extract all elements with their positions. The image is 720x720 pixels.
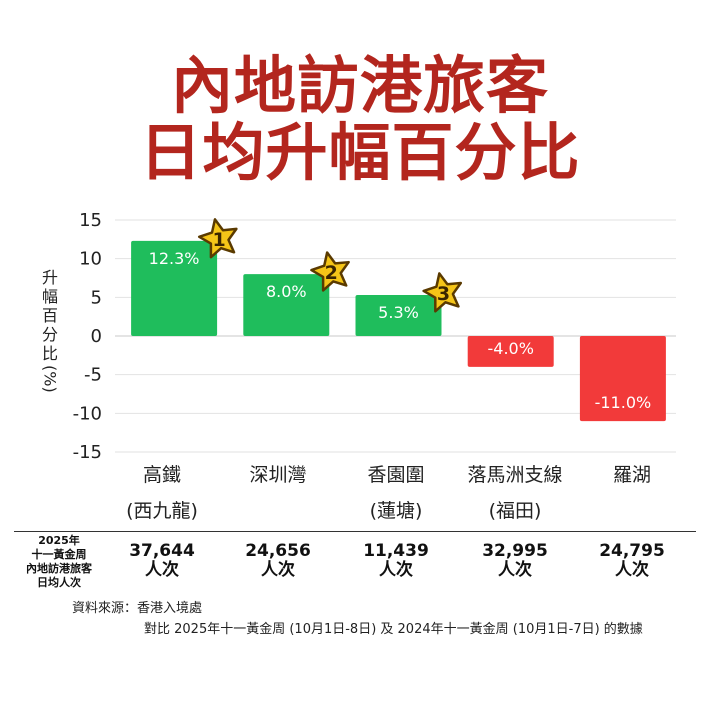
rank-number: 1: [212, 229, 225, 251]
y-axis-label: 升 幅 百 分 比 (%): [38, 268, 62, 393]
source-note: 資料來源：香港入境處 對比 2025年十一黃金周 (10月1日-8日) 及 20…: [72, 598, 643, 640]
count-value: 11,439: [363, 541, 429, 561]
comparison-note: 對比 2025年十一黃金周 (10月1日-8日) 及 2024年十一黃金周 (1…: [144, 622, 643, 637]
rank-number: 3: [437, 283, 450, 305]
count-unit: 人次: [379, 560, 413, 580]
category-name: 高鐵: [142, 464, 181, 486]
bar: [579, 336, 666, 422]
count-unit: 人次: [615, 560, 649, 580]
category-subname: (蓮塘): [369, 500, 423, 522]
count-unit: 人次: [261, 560, 295, 580]
bar: [467, 336, 554, 367]
row-label-line: 十一黃金周: [31, 548, 87, 561]
count-value: 32,995: [482, 541, 548, 561]
y-tick-label: 10: [79, 249, 102, 270]
rank-star-icon: [197, 218, 238, 259]
y-tick-label: 15: [79, 210, 102, 231]
bar-value-label: -4.0%: [487, 339, 533, 358]
y-axis-label-char: 升: [41, 268, 58, 287]
bar: [243, 274, 330, 336]
count-value: 37,644: [129, 541, 195, 561]
daily-count-row-label: 2025年 十一黃金周 內地訪港旅客 日均人次: [14, 534, 104, 590]
title-line-1: 內地訪港旅客: [170, 49, 549, 122]
category-subname: (福田): [488, 500, 542, 522]
row-label-line: 內地訪港旅客: [26, 562, 92, 575]
y-axis-label-char: 分: [41, 325, 58, 344]
daily-count-2: 11,439 人次: [336, 542, 456, 580]
y-axis-label-char: 比: [41, 344, 58, 363]
daily-count-4: 24,795 人次: [572, 542, 692, 580]
source-line: 資料來源：香港入境處: [72, 601, 203, 616]
category-name: 羅湖: [612, 464, 651, 486]
count-unit: 人次: [145, 560, 179, 580]
rank-number: 2: [325, 262, 338, 284]
table-divider: [14, 531, 696, 532]
y-tick-label: -5: [84, 365, 102, 386]
title-line-2: 日均升幅百分比: [139, 116, 581, 189]
y-tick-label: -10: [73, 403, 102, 424]
y-axis-label-char: (%): [40, 365, 60, 393]
category-name: 落馬洲支線: [467, 464, 563, 486]
y-axis-label-char: 幅: [41, 287, 58, 306]
count-value: 24,795: [599, 541, 665, 561]
category-subname: (西九龍): [126, 500, 198, 522]
count-value: 24,656: [245, 541, 311, 561]
bar-value-label: -11.0%: [595, 393, 652, 412]
rank-star-icon: [422, 272, 463, 313]
y-tick-label: -15: [73, 442, 102, 463]
count-unit: 人次: [498, 560, 532, 580]
category-name: 香園圍: [367, 464, 425, 486]
bar-value-label: 5.3%: [378, 303, 419, 322]
bar: [131, 240, 218, 336]
bar: [355, 295, 442, 336]
row-label-line: 2025年: [38, 534, 80, 547]
bar-value-label: 8.0%: [266, 282, 307, 301]
y-tick-label: 5: [91, 287, 102, 308]
y-axis-label-char: 百: [41, 306, 58, 325]
category-name: 深圳灣: [249, 464, 307, 486]
daily-count-3: 32,995 人次: [455, 542, 575, 580]
y-tick-label: 0: [91, 326, 102, 347]
bar-value-label: 12.3%: [149, 249, 200, 268]
row-label-line: 日均人次: [37, 576, 81, 589]
daily-count-0: 37,644 人次: [102, 542, 222, 580]
daily-count-1: 24,656 人次: [218, 542, 338, 580]
rank-star-icon: [310, 251, 350, 292]
